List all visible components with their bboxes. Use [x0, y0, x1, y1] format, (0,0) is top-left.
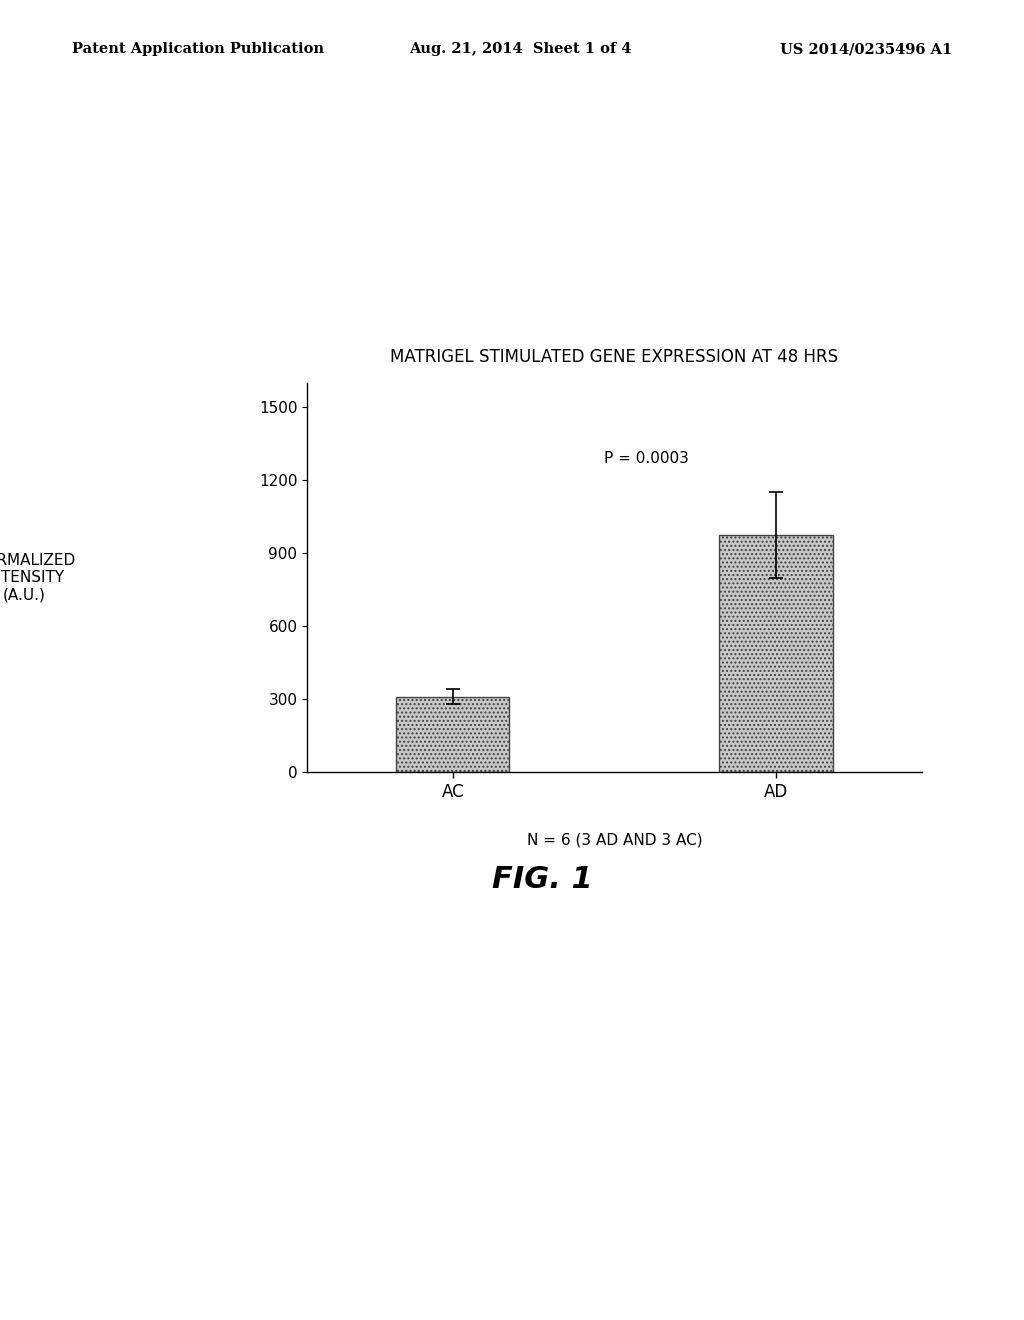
Title: MATRIGEL STIMULATED GENE EXPRESSION AT 48 HRS: MATRIGEL STIMULATED GENE EXPRESSION AT 4…	[390, 348, 839, 366]
Text: FIG. 1: FIG. 1	[493, 865, 593, 894]
Text: Aug. 21, 2014  Sheet 1 of 4: Aug. 21, 2014 Sheet 1 of 4	[410, 42, 632, 57]
Bar	[396, 697, 509, 772]
Text: P = 0.0003: P = 0.0003	[604, 450, 689, 466]
Text: NORMALIZED
INTENSITY
(A.U.): NORMALIZED INTENSITY (A.U.)	[0, 553, 76, 602]
Text: N = 6 (3 AD AND 3 AC): N = 6 (3 AD AND 3 AC)	[526, 833, 702, 847]
Text: US 2014/0235496 A1: US 2014/0235496 A1	[780, 42, 952, 57]
Bar	[720, 535, 833, 772]
Text: Patent Application Publication: Patent Application Publication	[72, 42, 324, 57]
